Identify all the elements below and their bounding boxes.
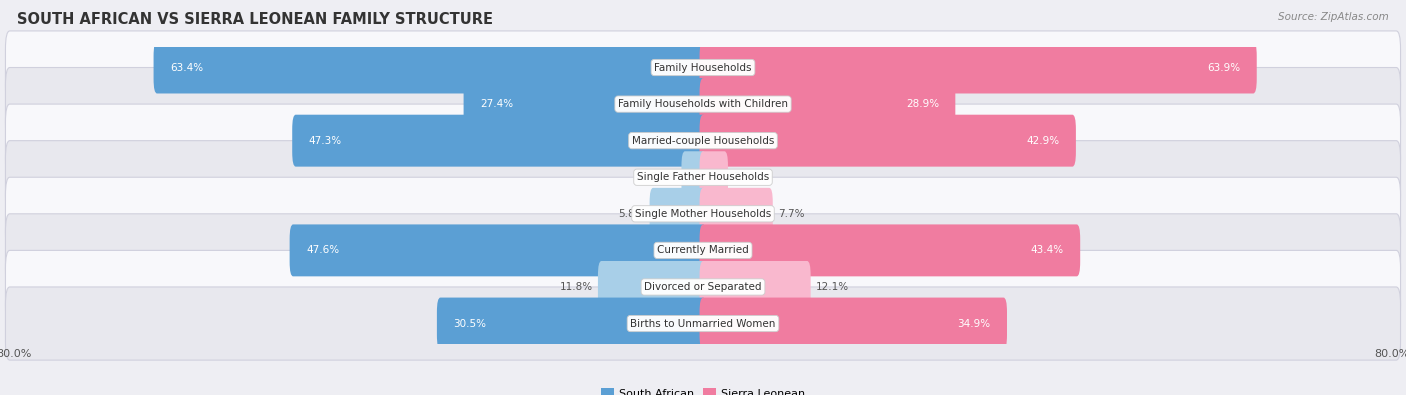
FancyBboxPatch shape <box>700 41 1257 94</box>
Text: 30.5%: 30.5% <box>453 318 486 329</box>
FancyBboxPatch shape <box>700 224 1080 276</box>
Text: 63.9%: 63.9% <box>1208 62 1240 73</box>
Text: 5.8%: 5.8% <box>619 209 644 219</box>
FancyBboxPatch shape <box>700 115 1076 167</box>
FancyBboxPatch shape <box>437 297 706 350</box>
Text: 2.5%: 2.5% <box>733 172 759 182</box>
Text: 43.4%: 43.4% <box>1031 245 1064 256</box>
Legend: South African, Sierra Leonean: South African, Sierra Leonean <box>596 384 810 395</box>
Text: Single Mother Households: Single Mother Households <box>636 209 770 219</box>
FancyBboxPatch shape <box>6 250 1400 324</box>
Text: Single Father Households: Single Father Households <box>637 172 769 182</box>
FancyBboxPatch shape <box>6 104 1400 177</box>
Text: 47.3%: 47.3% <box>308 135 342 146</box>
Text: 34.9%: 34.9% <box>957 318 991 329</box>
Text: Married-couple Households: Married-couple Households <box>631 135 775 146</box>
FancyBboxPatch shape <box>292 115 706 167</box>
Text: 63.4%: 63.4% <box>170 62 202 73</box>
Text: Currently Married: Currently Married <box>657 245 749 256</box>
Text: 11.8%: 11.8% <box>560 282 593 292</box>
Text: 27.4%: 27.4% <box>479 99 513 109</box>
FancyBboxPatch shape <box>6 177 1400 250</box>
Text: Divorced or Separated: Divorced or Separated <box>644 282 762 292</box>
FancyBboxPatch shape <box>700 261 811 313</box>
Text: Source: ZipAtlas.com: Source: ZipAtlas.com <box>1278 12 1389 22</box>
FancyBboxPatch shape <box>6 31 1400 104</box>
Text: Family Households: Family Households <box>654 62 752 73</box>
FancyBboxPatch shape <box>6 141 1400 214</box>
Text: 12.1%: 12.1% <box>815 282 849 292</box>
Text: 28.9%: 28.9% <box>905 99 939 109</box>
FancyBboxPatch shape <box>700 151 728 203</box>
Text: 7.7%: 7.7% <box>778 209 804 219</box>
FancyBboxPatch shape <box>6 214 1400 287</box>
Text: SOUTH AFRICAN VS SIERRA LEONEAN FAMILY STRUCTURE: SOUTH AFRICAN VS SIERRA LEONEAN FAMILY S… <box>17 12 494 27</box>
FancyBboxPatch shape <box>6 68 1400 141</box>
FancyBboxPatch shape <box>700 297 1007 350</box>
Text: Births to Unmarried Women: Births to Unmarried Women <box>630 318 776 329</box>
FancyBboxPatch shape <box>700 188 773 240</box>
FancyBboxPatch shape <box>598 261 706 313</box>
FancyBboxPatch shape <box>153 41 706 94</box>
FancyBboxPatch shape <box>650 188 706 240</box>
FancyBboxPatch shape <box>682 151 706 203</box>
FancyBboxPatch shape <box>464 78 706 130</box>
Text: 2.1%: 2.1% <box>650 172 676 182</box>
FancyBboxPatch shape <box>700 78 955 130</box>
Text: 47.6%: 47.6% <box>307 245 339 256</box>
FancyBboxPatch shape <box>290 224 706 276</box>
FancyBboxPatch shape <box>6 287 1400 360</box>
Text: Family Households with Children: Family Households with Children <box>619 99 787 109</box>
Text: 42.9%: 42.9% <box>1026 135 1060 146</box>
